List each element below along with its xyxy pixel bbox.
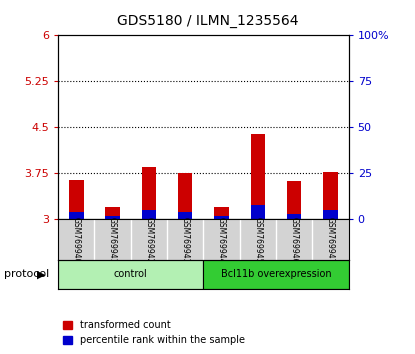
Text: control: control <box>114 269 148 279</box>
Bar <box>214 216 229 219</box>
Text: GDS5180 / ILMN_1235564: GDS5180 / ILMN_1235564 <box>117 14 298 28</box>
Text: GSM769941: GSM769941 <box>108 217 117 263</box>
Text: GSM769947: GSM769947 <box>326 217 335 263</box>
Text: GSM769942: GSM769942 <box>144 217 154 263</box>
Bar <box>323 210 338 219</box>
Text: protocol: protocol <box>4 269 49 279</box>
Text: Bcl11b overexpression: Bcl11b overexpression <box>221 269 331 279</box>
Legend: transformed count, percentile rank within the sample: transformed count, percentile rank withi… <box>59 316 249 349</box>
Text: GSM769940: GSM769940 <box>72 217 81 263</box>
Bar <box>69 179 83 219</box>
Bar <box>178 212 193 219</box>
Bar <box>178 173 193 219</box>
Bar <box>58 260 203 289</box>
Text: GSM769946: GSM769946 <box>290 217 299 263</box>
Text: ▶: ▶ <box>37 269 46 279</box>
Bar <box>251 133 265 219</box>
Bar <box>287 181 301 219</box>
Bar <box>142 210 156 219</box>
Bar <box>214 207 229 219</box>
Bar <box>105 207 120 219</box>
Text: GSM769945: GSM769945 <box>253 217 262 263</box>
Bar <box>251 205 265 219</box>
Bar <box>142 167 156 219</box>
Text: GSM769944: GSM769944 <box>217 217 226 263</box>
Bar <box>287 214 301 219</box>
Bar <box>69 212 83 219</box>
Text: GSM769943: GSM769943 <box>181 217 190 263</box>
Bar <box>203 260 349 289</box>
Bar <box>105 216 120 219</box>
Bar <box>323 172 338 219</box>
